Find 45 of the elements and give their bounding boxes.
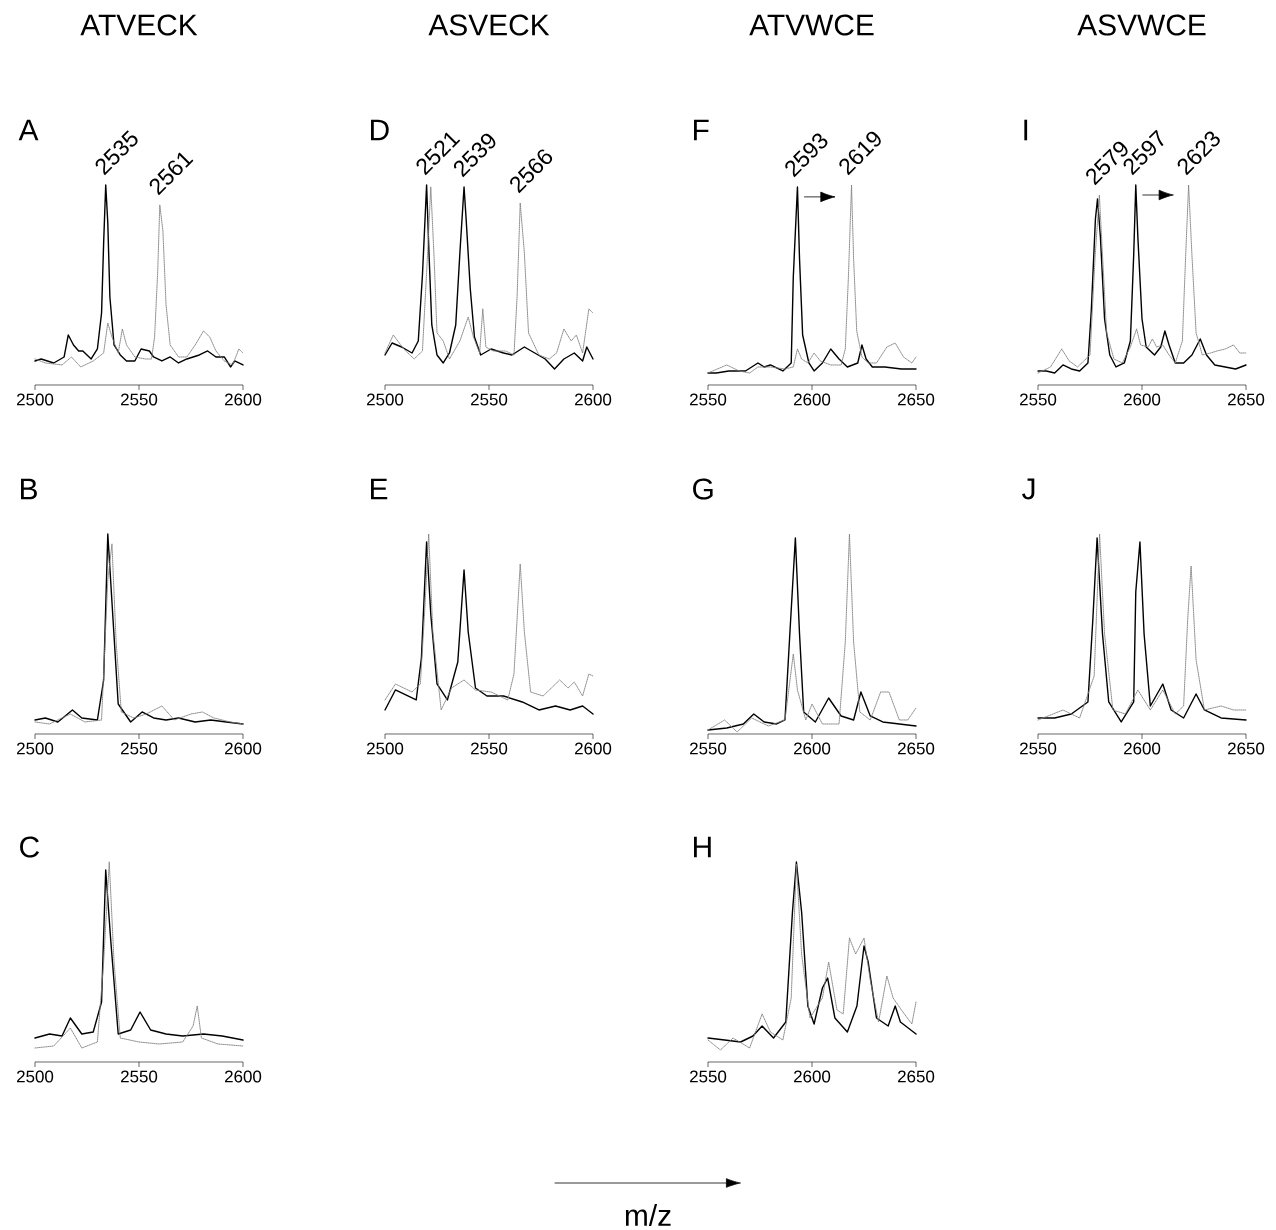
x-tick-label: 2550	[690, 1070, 727, 1083]
x-tick-label: 2550	[1020, 742, 1057, 755]
x-tick-label: 2600	[794, 742, 831, 755]
x-tick-label: 2650	[1228, 742, 1265, 755]
chart-subtitle: I	[1024, 119, 1028, 141]
x-tick-label: 2600	[1124, 393, 1161, 406]
chart-title: G	[693, 478, 713, 500]
x-tick-label: 2600	[575, 742, 612, 755]
chart-title: E	[371, 478, 388, 500]
x-tick-label: 2550	[121, 742, 158, 755]
chart-title: J	[1022, 478, 1035, 500]
x-tick-label: 2550	[121, 393, 158, 406]
x-tick-label: 2550	[690, 393, 727, 406]
x-tick-label: 2650	[898, 393, 935, 406]
chart-title: ASVECK	[428, 14, 550, 36]
x-tick-label: 2650	[1228, 393, 1265, 406]
x-tick-label: 2500	[17, 1070, 54, 1083]
x-tick-label: 2550	[121, 1070, 158, 1083]
chart-title: C	[20, 836, 40, 858]
chart-title: ATVWCE	[749, 14, 874, 36]
x-tick-label: 2650	[898, 742, 935, 755]
x-tick-label: 2550	[471, 393, 508, 406]
x-tick-label: 2500	[367, 742, 404, 755]
chart-subtitle: D	[371, 119, 389, 141]
x-tick-label: 2500	[367, 393, 404, 406]
x-tick-label: 2650	[898, 1070, 935, 1083]
chart-subtitle: A	[18, 119, 39, 141]
x-tick-label: 2600	[225, 1070, 262, 1083]
chart-subtitle: F	[694, 119, 709, 141]
x-tick-label: 2550	[1020, 393, 1057, 406]
x-tick-label: 2600	[575, 393, 612, 406]
chart-title: ATVECK	[80, 14, 198, 36]
x-tick-label: 2600	[794, 1070, 831, 1083]
x-tick-label: 2600	[225, 742, 262, 755]
x-tick-label: 2500	[17, 742, 54, 755]
x-tick-label: 2600	[794, 393, 831, 406]
chart-title: ASVWCE	[1077, 14, 1206, 36]
chart-title: H	[694, 836, 711, 858]
chart-title: B	[21, 478, 37, 500]
x-tick-label: 2600	[1124, 742, 1161, 755]
x-tick-label: 2500	[17, 393, 54, 406]
x-tick-label: 2550	[471, 742, 508, 755]
text: m/z	[625, 1204, 671, 1226]
x-tick-label: 2550	[690, 742, 727, 755]
x-tick-label: 2600	[225, 393, 262, 406]
